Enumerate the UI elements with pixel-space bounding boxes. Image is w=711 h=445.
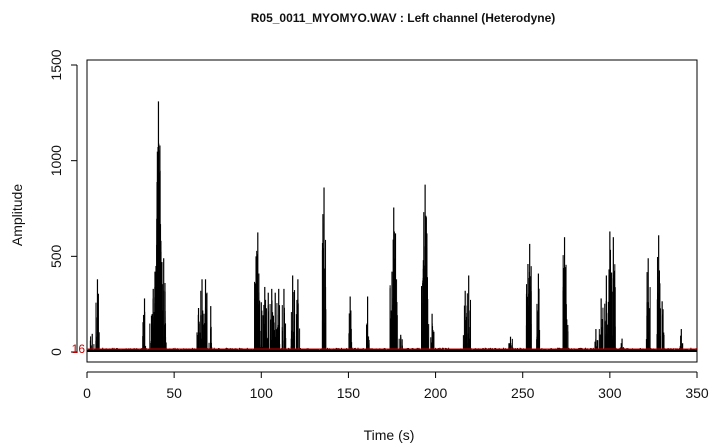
y-tick-label: 0 xyxy=(48,348,64,356)
x-tick-label: 100 xyxy=(250,385,274,401)
peak-burst xyxy=(607,231,613,352)
peak-burst xyxy=(366,296,370,352)
plot-frame xyxy=(86,59,698,363)
peak-burst xyxy=(594,329,599,352)
peak-burst xyxy=(611,237,616,352)
peak-burst xyxy=(508,336,513,352)
peak-burst xyxy=(281,288,287,352)
y-tick-label: 500 xyxy=(48,244,64,268)
peak-burst xyxy=(536,273,541,352)
peak-burst xyxy=(645,258,651,352)
peak-burst xyxy=(660,301,665,352)
peak-burst xyxy=(393,233,398,352)
peak-burst xyxy=(562,237,567,352)
peak-burst xyxy=(598,298,604,352)
peak-burst xyxy=(163,323,167,352)
peak-burst xyxy=(462,290,468,352)
peak-burst xyxy=(262,286,267,352)
peak-burst xyxy=(604,275,609,352)
x-axis: 0 50 100 150 200 250 300 350 xyxy=(83,371,709,401)
peak-burst xyxy=(259,302,264,352)
peak-burst xyxy=(203,279,208,352)
peak-burst xyxy=(527,243,532,352)
x-tick-label: 0 xyxy=(83,385,91,401)
peak-burst xyxy=(269,288,275,352)
peak-burst xyxy=(142,298,147,352)
peak-burst xyxy=(89,333,95,352)
peak-burst xyxy=(619,338,625,352)
peak-burst xyxy=(321,187,327,352)
peak-burst xyxy=(208,306,213,352)
x-tick-label: 200 xyxy=(424,385,448,401)
threshold-label: 16 xyxy=(72,342,86,356)
peak-burst xyxy=(430,313,435,352)
waveform-series xyxy=(86,101,698,352)
x-tick-label: 150 xyxy=(337,385,361,401)
peak-burst xyxy=(295,279,301,352)
y-axis-label: Amplitude xyxy=(9,184,25,246)
peak-burst xyxy=(196,307,201,352)
peak-burst xyxy=(290,275,296,352)
peak-burst xyxy=(255,232,261,352)
x-tick-label: 350 xyxy=(685,385,709,401)
y-axis: 0 500 1000 1500 xyxy=(48,49,78,356)
x-tick-label: 300 xyxy=(598,385,622,401)
peak-burst xyxy=(466,275,472,352)
peak-burst xyxy=(656,235,661,352)
x-axis-label: Time (s) xyxy=(364,427,415,443)
peak-burst xyxy=(200,279,205,352)
peak-burst xyxy=(276,288,281,352)
chart-title: R05_0011_MYOMYO.WAV : Left channel (Hete… xyxy=(251,11,556,25)
y-tick-label: 1500 xyxy=(48,49,64,80)
y-tick-label: 1000 xyxy=(48,145,64,176)
peak-burst xyxy=(348,296,353,352)
peak-burst xyxy=(95,279,100,352)
peak-burst xyxy=(266,292,271,352)
x-tick-label: 250 xyxy=(511,385,535,401)
x-tick-label: 50 xyxy=(166,385,182,401)
